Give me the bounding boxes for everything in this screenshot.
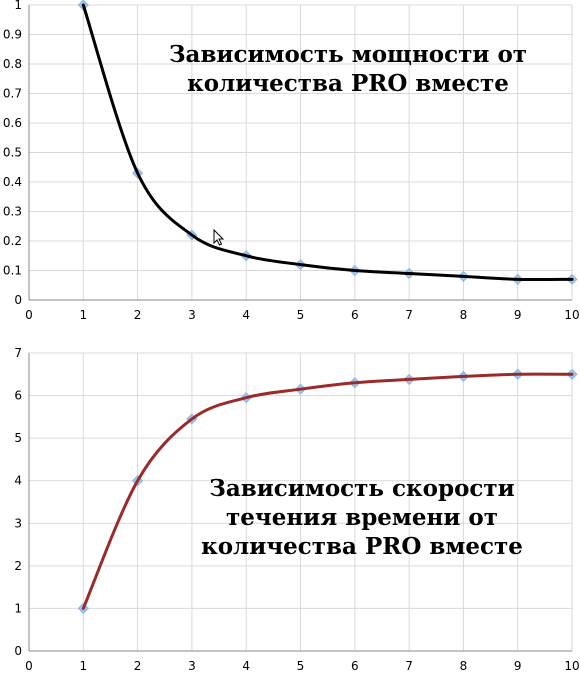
y-tick-label: 6 (14, 389, 22, 403)
y-tick-label: 0.7 (3, 87, 22, 101)
x-tick-label: 7 (405, 308, 413, 322)
chart-title-line: Зависимость скорости (209, 475, 514, 502)
x-tick-label: 2 (134, 659, 142, 673)
x-tick-label: 8 (460, 659, 468, 673)
chart-title-line: количества PRO вместе (201, 533, 523, 560)
y-tick-label: 0 (14, 293, 22, 307)
y-tick-label: 0.6 (3, 116, 22, 130)
y-tick-label: 0.5 (3, 146, 22, 160)
x-tick-label: 1 (79, 659, 87, 673)
chart-1: 0 1 2 3 4 5 6 7 8 9 10 0 0.1 0.2 0.3 0.4 0.5 0.6 0.7 0.8 0.9… (3, 0, 580, 322)
x-tick-label: 10 (564, 659, 579, 673)
chart-title-line: количества PRO вместе (187, 70, 509, 97)
x-tick-label: 3 (188, 659, 196, 673)
chart-title-line: Зависимость мощности от (169, 41, 527, 68)
y-tick-label: 1 (14, 601, 22, 615)
x-tick-label: 7 (405, 659, 413, 673)
chart-2: 0 1 2 3 4 5 6 7 8 9 10 0 1 2 3 4 5 6 7 Зависимость скорости… (14, 346, 579, 673)
y-tick-label: 0.2 (3, 234, 22, 248)
mouse-cursor-icon (213, 228, 225, 246)
x-tick-label: 9 (514, 659, 522, 673)
x-tick-label: 10 (564, 308, 579, 322)
y-tick-label: 0.4 (3, 175, 22, 189)
y-tick-label: 1 (14, 0, 22, 12)
y-tick-label: 7 (14, 346, 22, 360)
y-tick-label: 5 (14, 431, 22, 445)
x-tick-label: 8 (460, 308, 468, 322)
series-line (81, 372, 574, 610)
chart-title-line: течения времени от (226, 504, 498, 531)
x-tick-label: 4 (242, 308, 250, 322)
x-tick-label: 5 (297, 308, 305, 322)
x-tick-label: 3 (188, 308, 196, 322)
series-line (81, 3, 574, 282)
x-tick-label: 0 (25, 659, 33, 673)
x-tick-label: 6 (351, 659, 359, 673)
x-tick-label: 9 (514, 308, 522, 322)
x-tick-label: 4 (242, 659, 250, 673)
x-tick-label: 0 (25, 308, 33, 322)
y-tick-label: 2 (14, 559, 22, 573)
x-tick-label: 6 (351, 308, 359, 322)
x-tick-label: 1 (79, 308, 87, 322)
y-tick-label: 4 (14, 474, 22, 488)
y-tick-label: 3 (14, 516, 22, 530)
y-tick-label: 0.8 (3, 57, 22, 71)
y-tick-label: 0.9 (3, 28, 22, 42)
y-tick-label: 0.1 (3, 264, 22, 278)
x-tick-label: 2 (134, 308, 142, 322)
y-tick-label: 0.3 (3, 205, 22, 219)
x-tick-label: 5 (297, 659, 305, 673)
y-tick-label: 0 (14, 644, 22, 658)
